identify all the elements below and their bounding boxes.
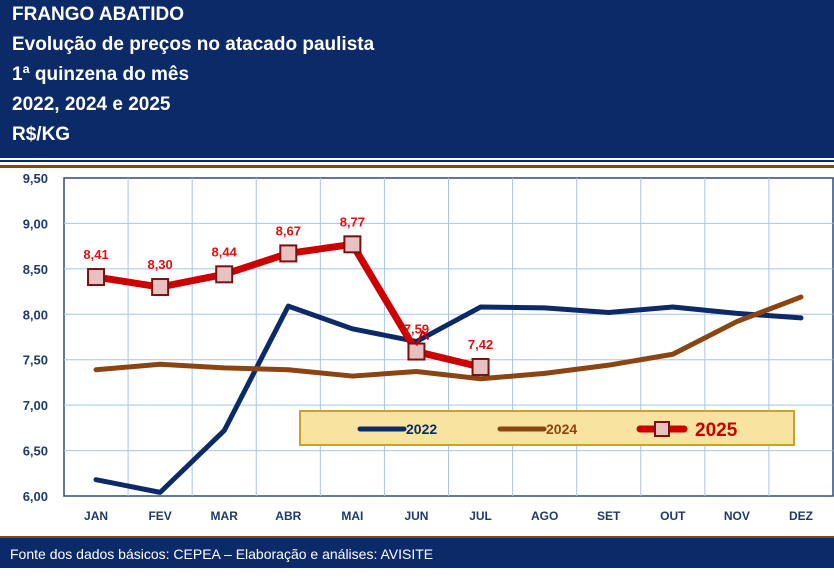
line-chart: 6,00 6,50 7,00 7,50 8,00 8,50 9,00 9,50 JAN FEV MA…	[23, 171, 834, 523]
data-label-2025: 8,41	[83, 247, 108, 262]
legend-label-2025: 2025	[695, 420, 738, 441]
point-marker-2025	[279, 244, 298, 263]
y-tick-label: 8,00	[23, 307, 48, 322]
title-product: FRANGO ABATIDO	[12, 4, 185, 25]
legend-label-2022: 2022	[406, 421, 437, 437]
point-marker-2025	[151, 278, 170, 297]
point-marker-2025	[87, 268, 106, 287]
data-label-2025: 8,67	[276, 223, 301, 238]
x-tick-label: FEV	[148, 509, 171, 523]
x-tick-label: SET	[597, 509, 621, 523]
legend-marker-2025	[654, 421, 670, 437]
title-description: Evolução de preços no atacado paulista	[12, 34, 375, 55]
x-tick-label: AGO	[531, 509, 558, 523]
title-unit: R$/KG	[12, 124, 71, 145]
data-label-2025: 8,44	[212, 244, 238, 259]
y-tick-label: 9,50	[23, 171, 48, 186]
x-tick-label: ABR	[275, 509, 301, 523]
title-block: FRANGO ABATIDO Evolução de preços no ata…	[0, 0, 834, 161]
x-tick-label: MAR	[211, 509, 239, 523]
x-tick-label: OUT	[660, 509, 686, 523]
y-tick-label: 7,50	[23, 353, 48, 368]
data-label-2025: 7,42	[468, 337, 493, 352]
x-tick-label: JUN	[404, 509, 428, 523]
x-tick-label: JUL	[469, 509, 492, 523]
point-marker-2025	[471, 357, 490, 376]
point-marker-2025	[215, 265, 234, 284]
y-tick-label: 6,50	[23, 444, 48, 459]
series-line-2022	[93, 303, 804, 495]
x-tick-label: MAI	[341, 509, 363, 523]
source-footer: Fonte dos dados básicos: CEPEA – Elabora…	[0, 536, 834, 568]
x-tick-label: JAN	[84, 509, 108, 523]
header-divider	[0, 160, 834, 168]
y-tick-label: 7,00	[23, 398, 48, 413]
x-tick-label: DEZ	[789, 509, 813, 523]
x-tick-label: NOV	[724, 509, 750, 523]
title-years: 2022, 2024 e 2025	[12, 94, 171, 115]
y-tick-label: 9,00	[23, 216, 48, 231]
point-marker-2025	[343, 235, 362, 254]
data-label-2025: 8,30	[147, 257, 172, 272]
legend-label-2024: 2024	[546, 421, 577, 437]
y-tick-label: 8,50	[23, 262, 48, 277]
up-arrow-icon	[415, 329, 430, 346]
data-label-2025: 8,77	[340, 214, 365, 229]
series-line-2024	[93, 294, 804, 382]
title-period: 1ª quinzena do mês	[12, 64, 190, 85]
y-tick-label: 6,00	[23, 489, 48, 504]
point-marker-2025	[407, 342, 426, 361]
